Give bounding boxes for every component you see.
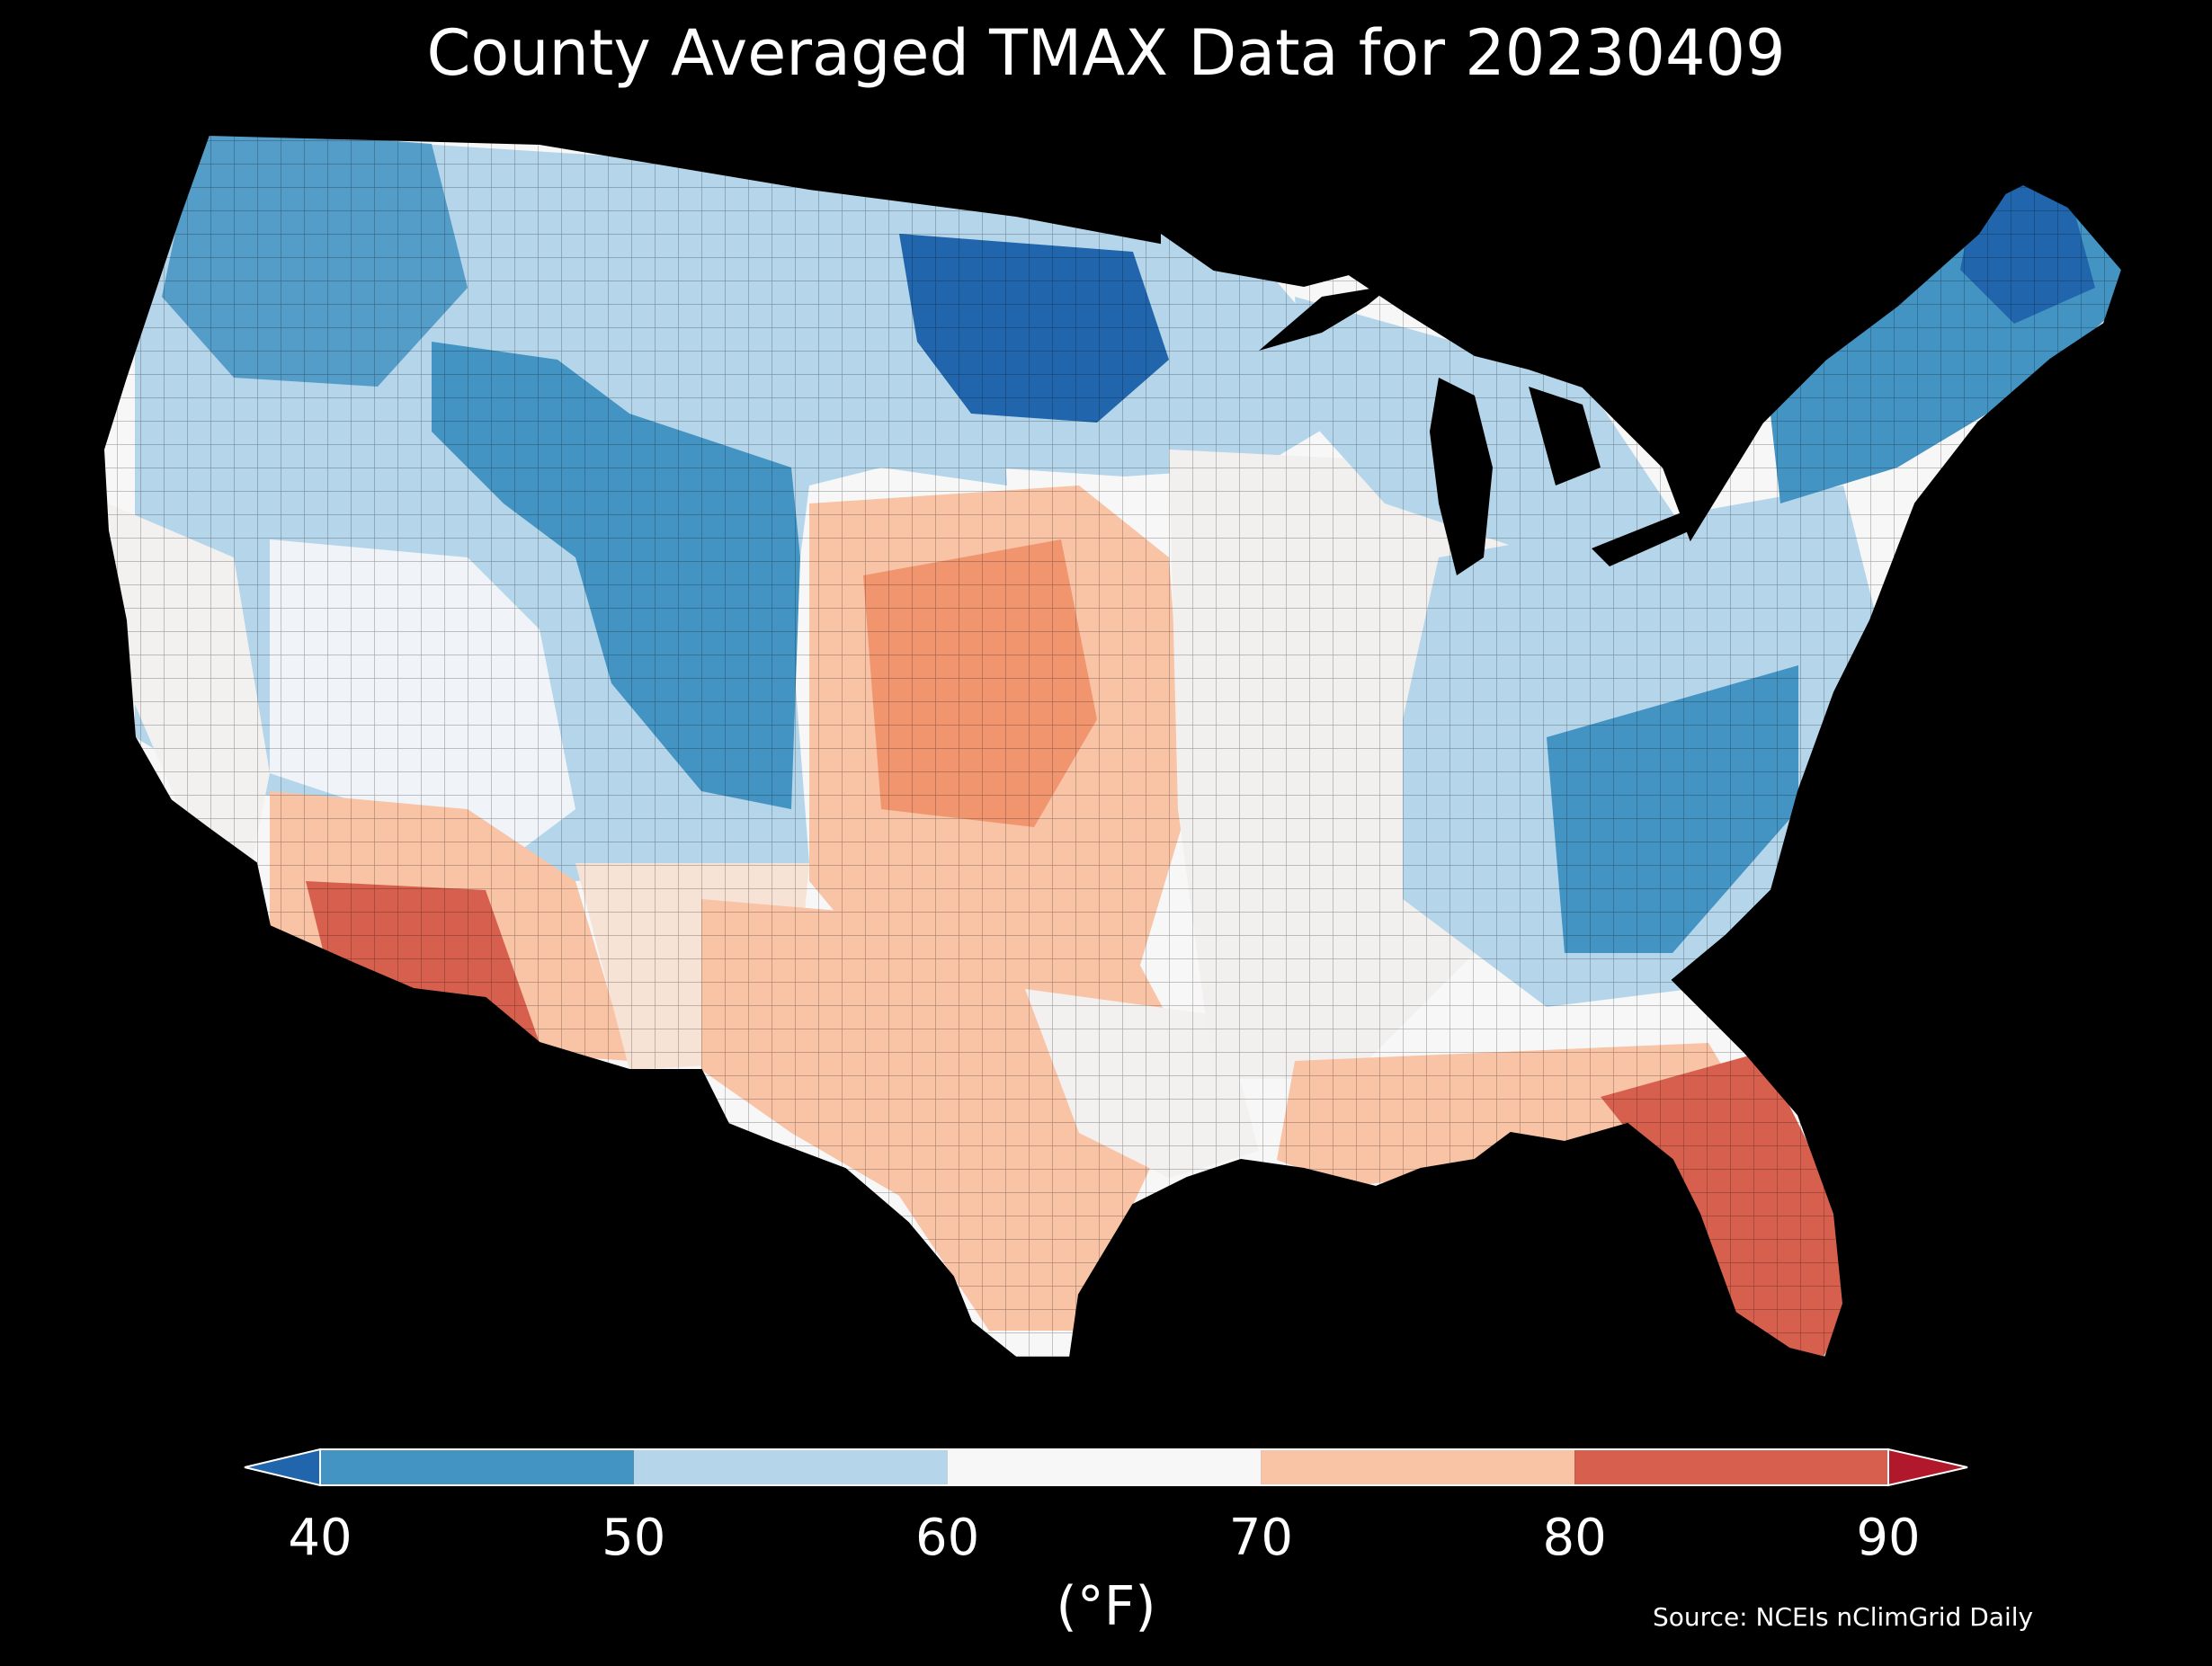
colorbar-bin-40-50 <box>320 1449 634 1485</box>
colorbar-unit-label: (°F) <box>1056 1575 1156 1638</box>
map-title: County Averaged TMAX Data for 20230409 <box>426 16 1786 90</box>
lake-michigan <box>1430 378 1493 575</box>
colorbar-tick-label: 90 <box>1856 1509 1921 1567</box>
colorbar-bin-50-60 <box>633 1449 948 1485</box>
colorbar-tick-label: 80 <box>1542 1509 1607 1567</box>
great-lakes <box>1259 270 1690 575</box>
colorbar-extend-low <box>244 1448 321 1487</box>
source-note: Source: NCEIs nClimGrid Daily <box>1653 1602 2034 1632</box>
lake-erie <box>1592 512 1690 566</box>
lake-superior <box>1259 270 1412 351</box>
colorbar-tick-label: 40 <box>288 1509 352 1567</box>
colorbar-extend-high <box>1887 1448 1968 1487</box>
lake-huron <box>1529 387 1601 486</box>
colorbar-tick-label: 50 <box>602 1509 666 1567</box>
colorbar-tick-label: 70 <box>1228 1509 1294 1567</box>
colorbar-tick-label: 60 <box>914 1509 980 1567</box>
colorbar-bin-60-70 <box>947 1449 1262 1485</box>
colorbar-bin-70-80 <box>1261 1449 1575 1485</box>
colorbar-bin-80-90 <box>1574 1449 1888 1485</box>
